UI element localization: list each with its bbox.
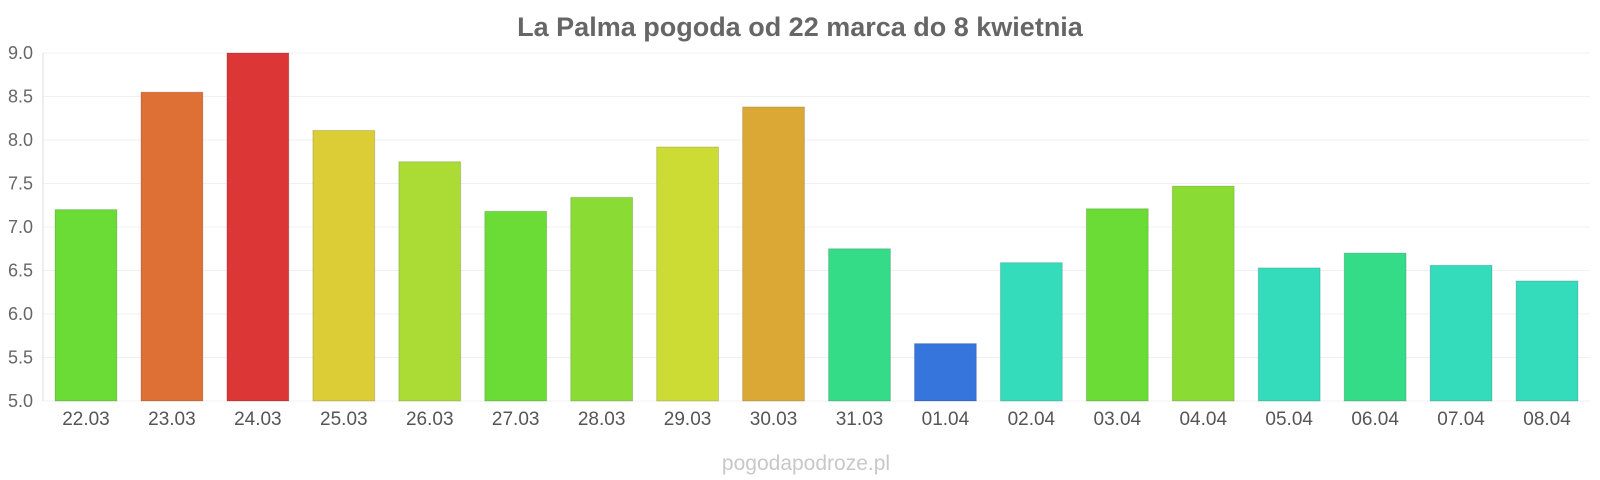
- x-tick-label: 24.03: [234, 409, 282, 430]
- y-tick-label: 5.0: [8, 391, 33, 411]
- bar: [1343, 252, 1407, 402]
- x-tick-label: 07.04: [1437, 409, 1485, 430]
- x-tick-label: 23.03: [148, 409, 196, 430]
- x-tick-label: 22.03: [62, 409, 110, 430]
- y-tick-label: 7.5: [8, 174, 33, 194]
- y-tick-label: 6.5: [8, 261, 33, 281]
- x-tick-label: 04.04: [1179, 409, 1227, 430]
- bar: [656, 146, 720, 402]
- bar: [1429, 264, 1493, 402]
- bar: [484, 210, 548, 402]
- bar: [226, 52, 290, 402]
- bar: [54, 209, 118, 402]
- x-tick-label: 30.03: [750, 409, 798, 430]
- x-tick-label: 27.03: [492, 409, 540, 430]
- x-tick-label: 28.03: [578, 409, 626, 430]
- bar: [742, 106, 805, 402]
- watermark: pogodapodroze.pl: [722, 452, 890, 475]
- y-axis-ticks: 5.0 5.5 6.0 6.5 7.0 7.5 8.0 8.5 9.0: [8, 43, 33, 411]
- bar: [999, 262, 1063, 402]
- bar: [1515, 280, 1579, 402]
- bar: [140, 91, 204, 402]
- y-tick-label: 7.0: [8, 217, 33, 237]
- bars: [54, 52, 1579, 402]
- gridlines: [43, 52, 1590, 402]
- x-tick-label: 02.04: [1008, 409, 1056, 430]
- y-tick-label: 5.5: [8, 348, 33, 368]
- y-tick-label: 6.0: [8, 304, 33, 324]
- x-axis-ticks: 22.03 23.03 24.03 25.03 26.03 27.03 28.03 29.03…: [62, 409, 1571, 430]
- bar: [1171, 185, 1235, 402]
- x-tick-label: 31.03: [836, 409, 884, 430]
- bar: [1085, 208, 1149, 402]
- x-tick-label: 01.04: [922, 409, 970, 430]
- bar: [398, 161, 462, 402]
- x-tick-label: 08.04: [1523, 409, 1571, 430]
- bar: [1257, 267, 1321, 402]
- x-tick-label: 03.04: [1094, 409, 1142, 430]
- x-tick-label: 26.03: [406, 409, 454, 430]
- y-tick-label: 8.5: [8, 87, 33, 107]
- bar: [828, 248, 891, 402]
- bar: [570, 196, 634, 402]
- x-tick-label: 06.04: [1351, 409, 1399, 430]
- x-tick-label: 29.03: [664, 409, 712, 430]
- x-tick-label: 25.03: [320, 409, 368, 430]
- x-tick-label: 05.04: [1265, 409, 1313, 430]
- y-tick-label: 9.0: [8, 43, 33, 63]
- chart-title: La Palma pogoda od 22 marca do 8 kwietni…: [517, 12, 1084, 42]
- bar: [913, 343, 977, 402]
- bar: [312, 129, 376, 402]
- y-tick-label: 8.0: [8, 130, 33, 150]
